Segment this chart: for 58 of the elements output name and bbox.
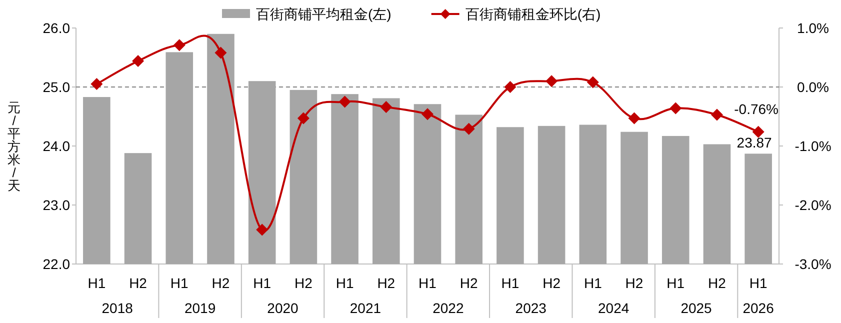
point bbox=[504, 81, 516, 93]
y-tick-label: 22.0 bbox=[42, 256, 70, 272]
point bbox=[628, 112, 640, 124]
y2-tick-label: -2.0% bbox=[794, 197, 832, 213]
y2-tick-label: -1.0% bbox=[794, 138, 832, 154]
text: 2020 bbox=[267, 300, 299, 316]
data-label: -0.76% bbox=[734, 100, 779, 117]
x-tick-label: H1 bbox=[749, 275, 768, 291]
point bbox=[256, 224, 268, 236]
legend-label: 百街商铺平均租金(左) bbox=[256, 6, 392, 22]
point bbox=[338, 96, 351, 108]
text: 2024 bbox=[598, 300, 630, 316]
point bbox=[462, 122, 475, 135]
point bbox=[90, 78, 103, 90]
x-tick-label: H1 bbox=[501, 275, 520, 291]
point bbox=[132, 55, 144, 68]
x-tick-label: H1 bbox=[584, 275, 602, 291]
y-axis-title: 元/平方米/天 bbox=[8, 100, 20, 193]
point bbox=[586, 76, 599, 88]
point bbox=[546, 75, 558, 88]
y-tick-label: 23.0 bbox=[42, 197, 70, 213]
text: 2023 bbox=[515, 300, 547, 316]
data-label: 23.87 bbox=[736, 134, 772, 151]
x-tick-label: H1 bbox=[666, 275, 685, 291]
point bbox=[422, 108, 434, 120]
text: 2018 bbox=[102, 300, 134, 316]
legend-label: 百街商铺租金环比(右) bbox=[465, 6, 601, 22]
x-tick-label: H1 bbox=[170, 275, 189, 291]
y2-tick-label: 0.0% bbox=[797, 79, 829, 95]
point bbox=[297, 112, 310, 124]
y2-tick-label: 1.0% bbox=[797, 20, 829, 36]
point bbox=[752, 126, 764, 138]
x-tick-label: H2 bbox=[460, 275, 478, 291]
y-tick-label: 24.0 bbox=[42, 138, 70, 154]
text: 2019 bbox=[184, 300, 216, 316]
point bbox=[173, 39, 186, 52]
y-tick-label: 25.0 bbox=[42, 79, 70, 95]
x-tick-label: H1 bbox=[88, 275, 106, 291]
text: 2025 bbox=[680, 300, 712, 316]
x-tick-label: H1 bbox=[418, 275, 437, 291]
x-tick-label: H2 bbox=[377, 275, 396, 291]
x-tick-label: H1 bbox=[253, 275, 272, 291]
x-tick-label: H2 bbox=[542, 275, 561, 291]
point bbox=[670, 102, 682, 114]
text: 2026 bbox=[742, 300, 774, 316]
y-tick-label: 26.0 bbox=[42, 20, 70, 36]
point bbox=[214, 46, 227, 59]
x-tick-label: H2 bbox=[625, 275, 644, 291]
x-tick-label: H2 bbox=[129, 275, 148, 291]
x-tick-label: H2 bbox=[212, 275, 230, 291]
point bbox=[380, 101, 392, 114]
x-tick-label: H2 bbox=[708, 275, 726, 291]
y2-tick-label: -3.0% bbox=[794, 256, 832, 272]
x-tick-label: H2 bbox=[294, 275, 313, 291]
text: 2022 bbox=[432, 300, 464, 316]
text: 2021 bbox=[350, 300, 382, 316]
point bbox=[710, 108, 723, 121]
x-tick-label: H1 bbox=[336, 275, 354, 291]
